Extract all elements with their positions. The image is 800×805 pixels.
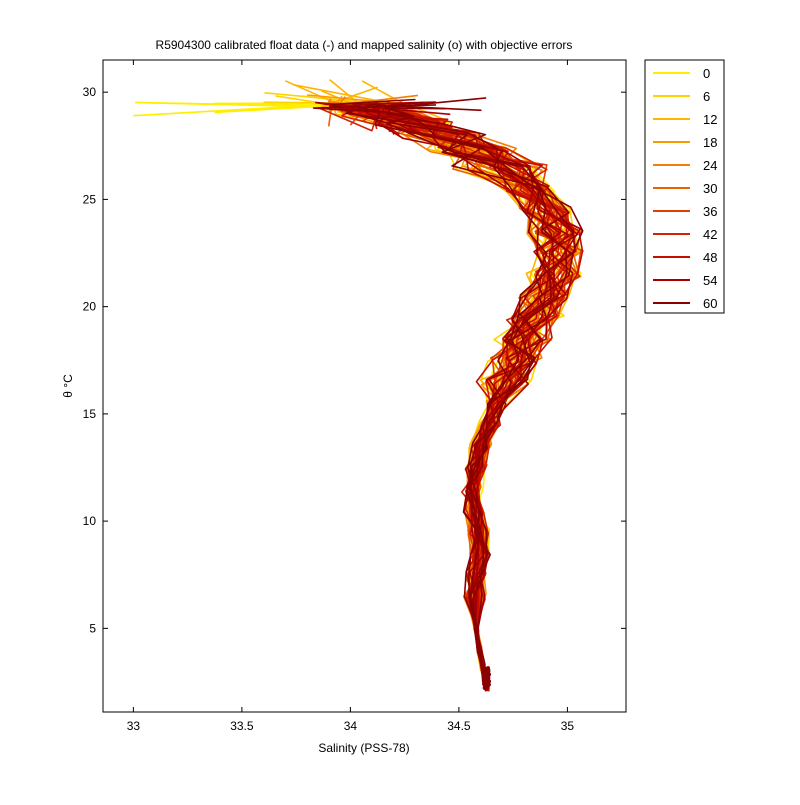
legend-label: 0 <box>703 66 710 81</box>
y-axis: 5 10 15 20 25 30 <box>83 85 626 635</box>
plot-frame <box>102 59 627 713</box>
x-tick-label: 35 <box>561 719 575 733</box>
legend-label: 12 <box>703 112 717 127</box>
mapped-salinity-marker <box>482 677 487 682</box>
legend-label: 54 <box>703 273 717 288</box>
mapped-salinity-marker <box>485 669 490 674</box>
x-tick-label: 34 <box>344 719 358 733</box>
legend-label: 48 <box>703 250 717 265</box>
y-tick-label: 15 <box>83 407 97 421</box>
legend-label: 30 <box>703 181 717 196</box>
y-tick-label: 5 <box>89 621 96 635</box>
x-tick-label: 33 <box>127 719 141 733</box>
legend-box <box>644 59 725 314</box>
legend-label: 60 <box>703 296 717 311</box>
mapped-salinity-marker <box>484 686 489 691</box>
legend-label: 42 <box>703 227 717 242</box>
series-60-line <box>383 97 576 688</box>
y-tick-label: 25 <box>83 192 97 206</box>
legend-label: 6 <box>703 89 710 104</box>
series-54-line <box>381 105 555 688</box>
series-60-line <box>312 104 548 690</box>
series-60-line <box>359 101 584 688</box>
mapped-salinity-marker <box>482 681 487 686</box>
y-tick-label: 20 <box>83 300 97 314</box>
chart-title: R5904300 calibrated float data (-) and m… <box>156 38 573 52</box>
x-tick-label: 33.5 <box>230 719 254 733</box>
series-60-line <box>345 103 552 689</box>
series-54-line <box>367 102 574 692</box>
y-axis-label: θ °C <box>61 374 75 398</box>
legend: 0 6 12 18 24 30 36 42 48 54 60 <box>644 59 725 314</box>
x-axis-label: Salinity (PSS-78) <box>318 741 409 755</box>
legend-label: 36 <box>703 204 717 219</box>
legend-label: 18 <box>703 135 717 150</box>
y-tick-label: 10 <box>83 514 97 528</box>
y-tick-label: 30 <box>83 85 97 99</box>
x-tick-label: 34.5 <box>447 719 471 733</box>
plot-area <box>133 78 584 692</box>
mapped-salinity-marker <box>486 680 491 685</box>
mapped-salinity-marker <box>483 666 488 671</box>
legend-label: 24 <box>703 158 717 173</box>
x-axis: 33 33.5 34 34.5 35 <box>127 60 575 733</box>
